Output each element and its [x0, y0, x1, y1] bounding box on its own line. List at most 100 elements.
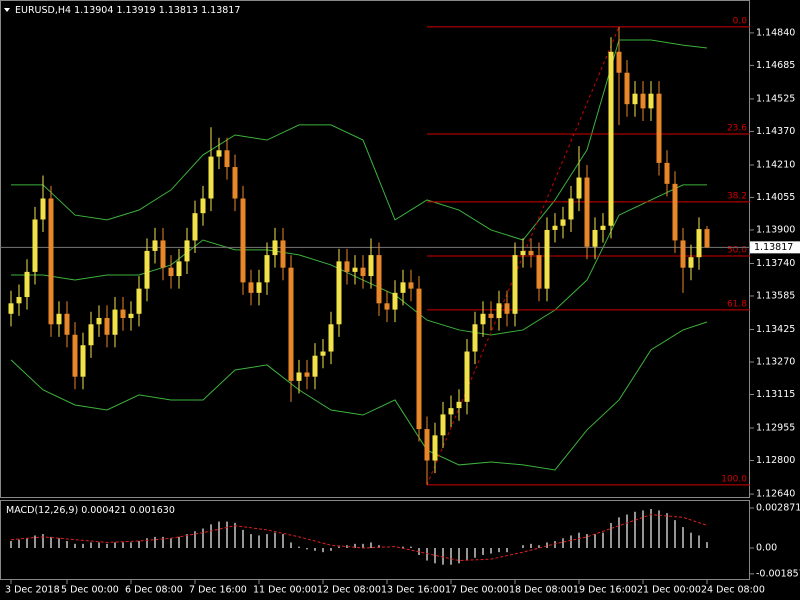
candle-body [696, 229, 702, 258]
candle-body [304, 372, 310, 377]
x-tick-label: 11 Dec 00:00 [253, 585, 317, 596]
chart-header: EURUSD,H4 1.13904 1.13919 1.13813 1.1381… [15, 5, 240, 16]
candle-body [248, 282, 254, 293]
candle-body [424, 429, 430, 461]
x-tick-label: 24 Dec 08:00 [701, 585, 765, 596]
candle-body [136, 288, 142, 314]
plot-layer: 1.14840 1.14685 1.14525 1.14370 1.14210 1.140… [0, 16, 800, 596]
candle-body [352, 267, 358, 272]
candle-body [152, 240, 158, 251]
band-upper [11, 39, 708, 241]
y-tick-label: 0.00 [756, 542, 777, 553]
price-tag-box [750, 241, 800, 254]
candle-body [88, 324, 94, 346]
macd-value: 0.000421 [81, 505, 126, 516]
fibo-label: 50.0 [727, 245, 747, 255]
candle-body [56, 313, 62, 325]
candle-body [504, 303, 510, 314]
signal-value: 0.001630 [130, 505, 175, 516]
price-tag: 1.13817 [754, 242, 793, 253]
y-tick-label: 1.14685 [756, 60, 795, 71]
macd-panel-frame [0, 500, 750, 580]
candle-body [312, 355, 318, 377]
candle-body [80, 345, 86, 377]
candle-body [680, 240, 686, 268]
macd-name: MACD(12,26,9) [6, 505, 78, 516]
candle-body [112, 309, 118, 335]
x-tick-label: 21 Dec 00:00 [637, 585, 701, 596]
candle-body [144, 250, 150, 289]
candle-body [40, 198, 46, 220]
candle-body [264, 255, 270, 283]
candle-body [160, 240, 166, 268]
candle-body [400, 282, 406, 293]
high-value: 1.13919 [116, 5, 155, 16]
candle-body [608, 51, 614, 226]
fibo-label: 61.8 [727, 299, 747, 309]
y-tick-label: 1.14840 [756, 27, 795, 38]
candle-body [344, 261, 350, 272]
y-tick-label: 1.13900 [756, 224, 795, 235]
candle-body [216, 150, 222, 157]
candle-body [672, 183, 678, 241]
candle-body [472, 324, 478, 352]
candle-body [416, 288, 422, 430]
candle-body [512, 255, 518, 314]
candle-body [384, 303, 390, 310]
candle-body [120, 309, 126, 318]
candle-body [184, 240, 190, 262]
candle-body [104, 317, 110, 335]
x-tick-label: 17 Dec 00:00 [445, 585, 509, 596]
candle-body [592, 229, 598, 247]
y-tick-label: 1.14210 [756, 159, 795, 170]
candle-body [360, 267, 366, 277]
candle-body [488, 313, 494, 318]
y-tick-label: 1.13115 [756, 389, 795, 400]
candle-body [464, 351, 470, 402]
candle-body [456, 401, 462, 409]
x-tick-label: 5 Dec 00:00 [61, 585, 119, 596]
y-tick-label: 1.13585 [756, 290, 795, 301]
candle-body [232, 167, 238, 199]
y-tick-label: 1.13740 [756, 258, 795, 269]
fibo-label: 100.0 [721, 474, 747, 484]
y-tick-label: 1.14525 [756, 93, 795, 104]
candle-body [16, 297, 22, 304]
candle-body [64, 313, 70, 335]
candle-body [632, 93, 638, 105]
candle-body [560, 219, 566, 226]
candle-body [200, 198, 206, 214]
candle-body [448, 408, 454, 415]
candle-body [168, 267, 174, 277]
candle-body [208, 156, 214, 199]
open-value: 1.13904 [74, 5, 113, 16]
candle-body [376, 255, 382, 304]
fibo-label: 38.2 [727, 191, 747, 201]
y-tick-label: 1.12955 [756, 423, 795, 434]
candle-body [600, 225, 606, 230]
candle-body [32, 219, 38, 272]
y-tick-label: 0.002871 [756, 502, 800, 513]
menu-arrow[interactable] [4, 8, 10, 12]
candle-body [496, 303, 502, 318]
candle-body [224, 150, 230, 168]
candle-body [432, 435, 438, 461]
x-tick-label: 19 Dec 16:00 [573, 585, 637, 596]
macd-signal [10, 514, 708, 562]
y-tick-label: 1.12640 [756, 489, 795, 500]
candle-body [640, 93, 646, 109]
candle-body [176, 261, 182, 277]
candle-body [72, 334, 78, 377]
main-panel-frame [0, 0, 750, 498]
candle-body [480, 313, 486, 325]
candle-body [552, 225, 558, 230]
candle-body [392, 292, 398, 310]
fibo-label: 23.6 [727, 123, 747, 133]
x-tick-label: 6 Dec 08:00 [125, 585, 183, 596]
candle-body [664, 162, 670, 184]
macd-header: MACD(12,26,9) 0.000421 0.001630 [6, 505, 175, 516]
candle-body [368, 255, 374, 277]
y-tick-label: 1.14370 [756, 126, 795, 137]
x-tick-label: 7 Dec 16:00 [189, 585, 247, 596]
